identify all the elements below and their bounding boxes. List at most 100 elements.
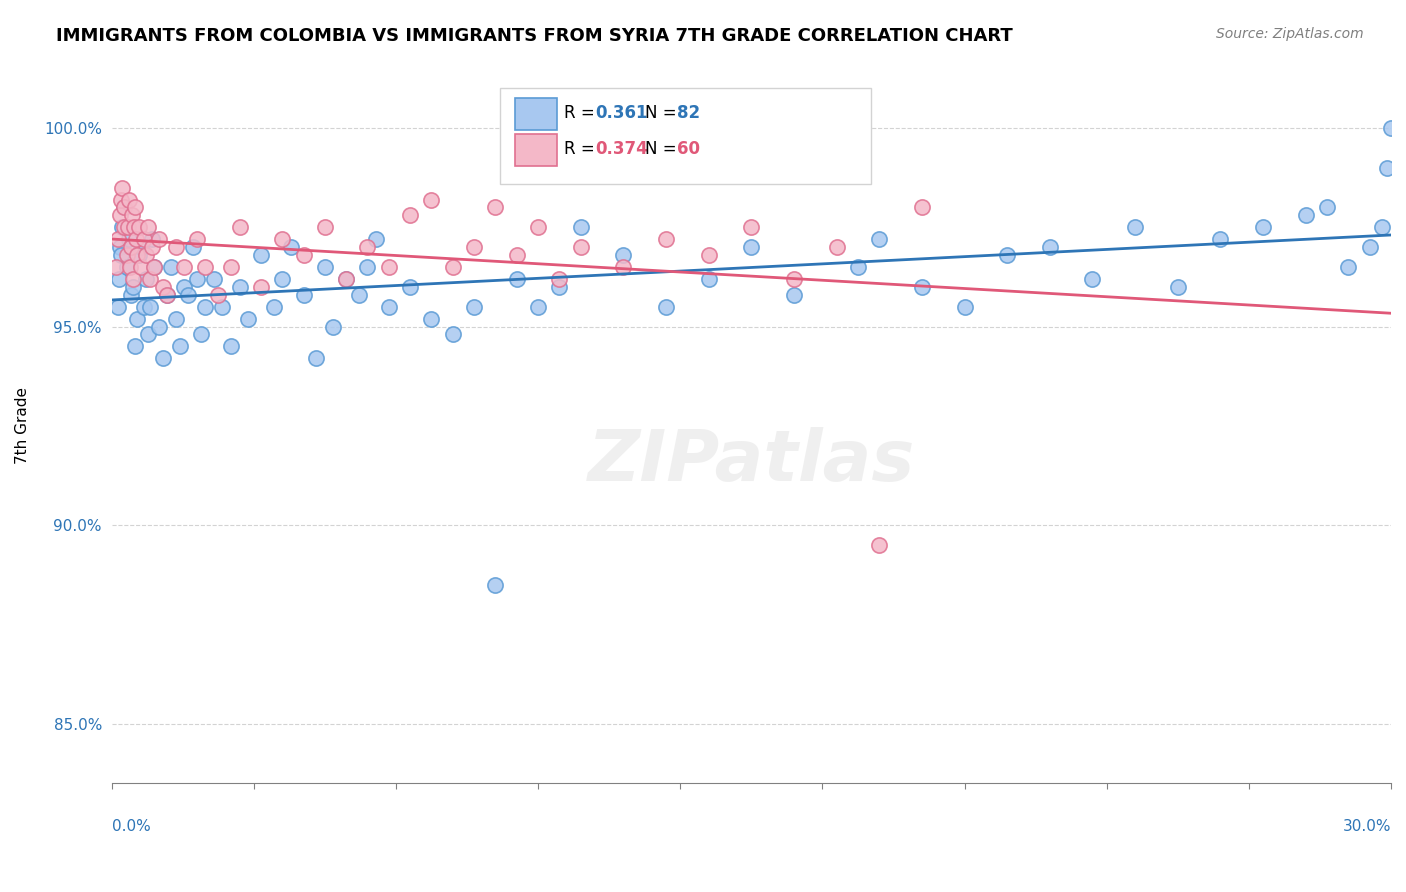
Point bbox=[271, 272, 294, 286]
Point bbox=[152, 280, 174, 294]
Point bbox=[441, 260, 464, 274]
Point bbox=[120, 287, 142, 301]
Point bbox=[420, 311, 443, 326]
Point bbox=[190, 327, 212, 342]
Point bbox=[143, 260, 166, 274]
Point bbox=[655, 300, 678, 314]
Point bbox=[1167, 280, 1189, 294]
Point bbox=[128, 248, 150, 262]
Point bbox=[110, 193, 132, 207]
Point bbox=[132, 300, 155, 314]
Point bbox=[136, 327, 159, 342]
Point bbox=[356, 240, 378, 254]
Text: 60: 60 bbox=[676, 140, 700, 158]
Point bbox=[228, 220, 250, 235]
Point bbox=[228, 280, 250, 294]
Point bbox=[548, 280, 571, 294]
Point bbox=[783, 272, 806, 286]
Point bbox=[108, 272, 131, 286]
Point bbox=[655, 232, 678, 246]
Point bbox=[131, 240, 153, 254]
Point bbox=[740, 240, 762, 254]
Text: 30.0%: 30.0% bbox=[1343, 819, 1391, 834]
Point bbox=[139, 272, 162, 286]
Point bbox=[127, 248, 149, 262]
FancyBboxPatch shape bbox=[499, 88, 870, 184]
Point bbox=[292, 248, 315, 262]
Text: IMMIGRANTS FROM COLOMBIA VS IMMIGRANTS FROM SYRIA 7TH GRADE CORRELATION CHART: IMMIGRANTS FROM COLOMBIA VS IMMIGRANTS F… bbox=[56, 27, 1012, 45]
Point bbox=[1371, 220, 1393, 235]
Point bbox=[202, 272, 225, 286]
Point bbox=[194, 300, 217, 314]
Point bbox=[139, 300, 162, 314]
Point bbox=[121, 208, 143, 222]
Point bbox=[186, 232, 208, 246]
Point bbox=[1123, 220, 1146, 235]
Point bbox=[112, 201, 135, 215]
FancyBboxPatch shape bbox=[515, 98, 557, 130]
Point bbox=[148, 319, 170, 334]
Text: 0.361: 0.361 bbox=[596, 104, 648, 122]
Point bbox=[118, 193, 141, 207]
Point bbox=[463, 300, 485, 314]
Point bbox=[825, 240, 848, 254]
Point bbox=[280, 240, 302, 254]
Point bbox=[527, 300, 550, 314]
Point bbox=[104, 260, 127, 274]
Point bbox=[697, 248, 720, 262]
Point bbox=[108, 240, 131, 254]
Point bbox=[347, 287, 370, 301]
Point bbox=[117, 220, 139, 235]
Point bbox=[569, 220, 592, 235]
Text: R =: R = bbox=[564, 140, 600, 158]
Y-axis label: 7th Grade: 7th Grade bbox=[15, 387, 30, 465]
Point bbox=[1209, 232, 1232, 246]
Point bbox=[953, 300, 976, 314]
Point bbox=[219, 260, 242, 274]
Point bbox=[484, 577, 506, 591]
Point bbox=[314, 220, 336, 235]
Point bbox=[128, 220, 150, 235]
Point bbox=[263, 300, 285, 314]
Point bbox=[165, 311, 187, 326]
Point bbox=[107, 300, 129, 314]
Point bbox=[548, 272, 571, 286]
Point bbox=[124, 201, 146, 215]
Point bbox=[107, 232, 129, 246]
Point bbox=[484, 201, 506, 215]
Point bbox=[1358, 240, 1381, 254]
Point bbox=[335, 272, 357, 286]
Text: N =: N = bbox=[645, 140, 682, 158]
Text: 0.374: 0.374 bbox=[596, 140, 648, 158]
Point bbox=[378, 260, 401, 274]
Text: Source: ZipAtlas.com: Source: ZipAtlas.com bbox=[1216, 27, 1364, 41]
Point bbox=[420, 193, 443, 207]
Point bbox=[314, 260, 336, 274]
Point bbox=[1375, 161, 1398, 175]
Point bbox=[136, 220, 159, 235]
Point bbox=[322, 319, 344, 334]
Point bbox=[292, 287, 315, 301]
Point bbox=[1081, 272, 1104, 286]
Point bbox=[110, 248, 132, 262]
Point bbox=[868, 232, 890, 246]
Point bbox=[143, 260, 166, 274]
Text: 0.0%: 0.0% bbox=[111, 819, 150, 834]
Point bbox=[463, 240, 485, 254]
Point bbox=[207, 287, 229, 301]
Point bbox=[165, 240, 187, 254]
Point bbox=[1295, 208, 1317, 222]
Point bbox=[173, 280, 195, 294]
Point bbox=[569, 240, 592, 254]
Point bbox=[118, 260, 141, 274]
Point bbox=[194, 260, 217, 274]
Point bbox=[783, 287, 806, 301]
Point bbox=[132, 232, 155, 246]
Text: R =: R = bbox=[564, 104, 600, 122]
Point bbox=[173, 260, 195, 274]
Point bbox=[995, 248, 1018, 262]
Point bbox=[122, 220, 145, 235]
Point bbox=[868, 538, 890, 552]
Point bbox=[118, 232, 141, 246]
Point bbox=[125, 232, 148, 246]
